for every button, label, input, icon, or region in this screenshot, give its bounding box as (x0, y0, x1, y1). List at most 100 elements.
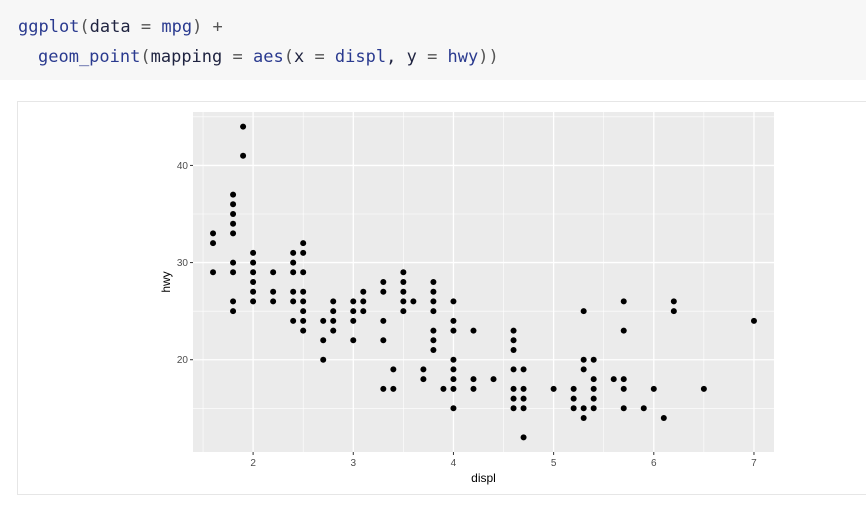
x-tick-label: 6 (651, 458, 657, 469)
data-point (210, 230, 217, 237)
data-point (380, 337, 387, 344)
data-point (590, 395, 597, 402)
data-point (570, 405, 577, 412)
code-token: ( (140, 47, 151, 67)
data-point (440, 385, 447, 392)
data-point (430, 298, 437, 305)
data-point (350, 317, 357, 324)
code-block: ggplot(data = mpg) + geom_point(mapping … (0, 0, 866, 80)
x-tick-label: 7 (751, 458, 757, 469)
data-point (700, 385, 707, 392)
data-point (450, 327, 457, 334)
data-point (430, 327, 437, 334)
data-point (400, 308, 407, 315)
data-point (290, 317, 297, 324)
data-point (250, 259, 257, 266)
data-point (290, 249, 297, 256)
code-token: = (232, 47, 243, 67)
data-point (420, 366, 427, 373)
code-token: x (293, 47, 315, 67)
code-token: data (89, 17, 141, 37)
data-point (330, 308, 337, 315)
data-point (590, 376, 597, 383)
data-point (670, 308, 677, 315)
data-point (470, 385, 477, 392)
data-point (400, 288, 407, 295)
data-point (580, 415, 587, 421)
data-point (360, 298, 367, 305)
data-point (300, 327, 307, 334)
data-point (270, 298, 277, 305)
data-point (250, 298, 257, 305)
data-point (450, 385, 457, 392)
code-token: geom_point (38, 47, 141, 67)
data-point (320, 337, 327, 344)
data-point (570, 385, 577, 392)
data-point (300, 308, 307, 315)
data-point (230, 269, 237, 276)
data-point (300, 317, 307, 324)
data-point (400, 279, 407, 285)
data-point (430, 347, 437, 353)
y-tick-label: 20 (177, 355, 189, 366)
data-point (450, 366, 457, 373)
data-point (450, 405, 457, 412)
data-point (390, 366, 397, 373)
data-point (300, 240, 307, 247)
data-point (590, 405, 597, 412)
y-tick-label: 40 (177, 161, 189, 172)
data-point (290, 298, 297, 305)
data-point (520, 395, 527, 402)
data-point (580, 308, 587, 315)
data-point (410, 298, 417, 305)
data-point (570, 395, 577, 402)
data-point (660, 415, 667, 421)
data-point (300, 269, 307, 276)
data-point (390, 385, 397, 392)
data-point (430, 279, 437, 285)
code-token: ( (79, 17, 90, 37)
data-point (430, 308, 437, 315)
data-point (360, 308, 367, 315)
code-token: = (314, 47, 325, 67)
data-point (380, 279, 387, 285)
data-point (250, 269, 257, 276)
data-point (380, 317, 387, 324)
data-point (300, 298, 307, 305)
data-point (510, 405, 517, 412)
data-point (450, 376, 457, 383)
data-point (230, 211, 237, 217)
data-point (490, 376, 497, 383)
data-point (230, 220, 237, 227)
code-token: ggplot (18, 17, 80, 37)
data-point (250, 288, 257, 295)
data-point (640, 405, 647, 412)
code-token: hwy (437, 47, 479, 67)
data-point (240, 152, 247, 159)
data-point (590, 385, 597, 392)
code-token: mapping (150, 47, 233, 67)
data-point (580, 405, 587, 412)
data-point (330, 317, 337, 324)
data-point (290, 269, 297, 276)
data-point (430, 288, 437, 295)
data-point (610, 376, 617, 383)
code-token: ( (283, 47, 294, 67)
code-token: displ (324, 47, 387, 67)
data-point (240, 123, 247, 130)
data-point (330, 298, 337, 305)
data-point (470, 327, 477, 334)
data-point (400, 298, 407, 305)
data-point (580, 366, 587, 373)
data-point (400, 269, 407, 276)
code-token: mpg (151, 17, 193, 37)
data-point (670, 298, 677, 305)
data-point (230, 308, 237, 315)
data-point (620, 376, 627, 383)
data-point (620, 327, 627, 334)
data-point (510, 337, 517, 344)
data-point (450, 298, 457, 305)
x-tick-label: 2 (250, 458, 256, 469)
data-point (300, 249, 307, 256)
data-point (360, 288, 367, 295)
